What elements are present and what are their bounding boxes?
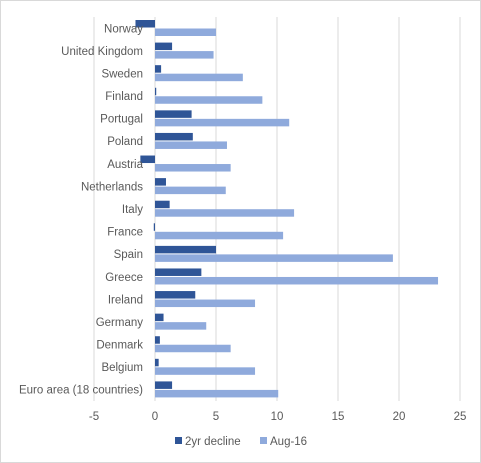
- bar-aug16: [155, 209, 295, 217]
- bar-decline: [155, 313, 164, 322]
- bar-aug16: [155, 164, 231, 172]
- category-label: Euro area (18 countries): [19, 385, 143, 397]
- x-tick-label: 25: [454, 411, 467, 423]
- bar-aug16: [155, 367, 256, 375]
- bar-aug16: [155, 28, 216, 36]
- category-label: Italy: [122, 204, 143, 216]
- bar-aug16: [155, 51, 214, 59]
- bar-decline: [155, 336, 160, 344]
- grid-lines: [93, 17, 461, 401]
- bar-aug16: [155, 186, 226, 195]
- bar-decline: [155, 178, 166, 186]
- category-label: Austria: [107, 159, 143, 171]
- bar-decline: [155, 65, 162, 73]
- category-label: Germany: [96, 317, 144, 329]
- legend-label: Aug-16: [270, 436, 307, 448]
- bar-aug16: [155, 276, 439, 285]
- category-labels: Norway United Kingdom Sweden Finland Portuga…: [19, 23, 144, 396]
- x-tick-label: 20: [393, 411, 406, 423]
- bar-decline: [155, 268, 202, 276]
- bar-decline: [155, 110, 192, 118]
- bar-decline: [155, 358, 159, 367]
- category-label: Norway: [104, 23, 143, 35]
- legend-swatch: [260, 437, 267, 444]
- legend-swatch: [175, 437, 182, 444]
- category-label: Spain: [114, 249, 143, 261]
- bar-decline: [155, 87, 157, 96]
- bar-decline: [155, 245, 216, 254]
- bar-aug16: [155, 344, 231, 353]
- category-label: Ireland: [108, 294, 143, 306]
- category-label: Netherlands: [81, 181, 143, 193]
- bar-aug16: [155, 73, 243, 82]
- bars: [135, 20, 439, 398]
- bar-decline: [155, 132, 193, 141]
- bar-decline: [153, 223, 155, 231]
- x-tick-labels: -5 0 5 10 15 20 25: [89, 411, 467, 423]
- category-label: Portugal: [100, 114, 143, 126]
- x-tick-label: 10: [271, 411, 284, 423]
- bar-aug16: [155, 141, 227, 149]
- bar-decline: [140, 155, 155, 164]
- x-tick-label: 0: [152, 411, 158, 423]
- category-label: United Kingdom: [61, 46, 143, 58]
- legend-label: 2yr decline: [185, 436, 241, 448]
- bar-aug16: [155, 299, 256, 308]
- category-label: France: [107, 227, 143, 239]
- legend: 2yr decline Aug-16: [175, 436, 307, 448]
- bar-decline: [135, 20, 155, 28]
- category-label: Belgium: [101, 362, 143, 374]
- bar-aug16: [155, 389, 279, 398]
- x-tick-label: 15: [332, 411, 345, 423]
- bar-aug16: [155, 322, 207, 330]
- bar-aug16: [155, 96, 263, 104]
- bar-aug16: [155, 118, 290, 127]
- x-tick-label: -5: [89, 411, 99, 423]
- bar-decline: [155, 291, 196, 299]
- category-label: Denmark: [96, 340, 143, 352]
- category-label: Sweden: [101, 68, 143, 80]
- bar-decline: [155, 200, 170, 209]
- x-tick-label: 5: [213, 411, 219, 423]
- category-label: Poland: [107, 136, 143, 148]
- bar-aug16: [155, 231, 284, 240]
- category-label: Finland: [105, 91, 143, 103]
- bar-decline: [155, 381, 173, 389]
- bar-aug16: [155, 254, 393, 262]
- category-label: Greece: [105, 272, 143, 284]
- bar-decline: [155, 42, 173, 51]
